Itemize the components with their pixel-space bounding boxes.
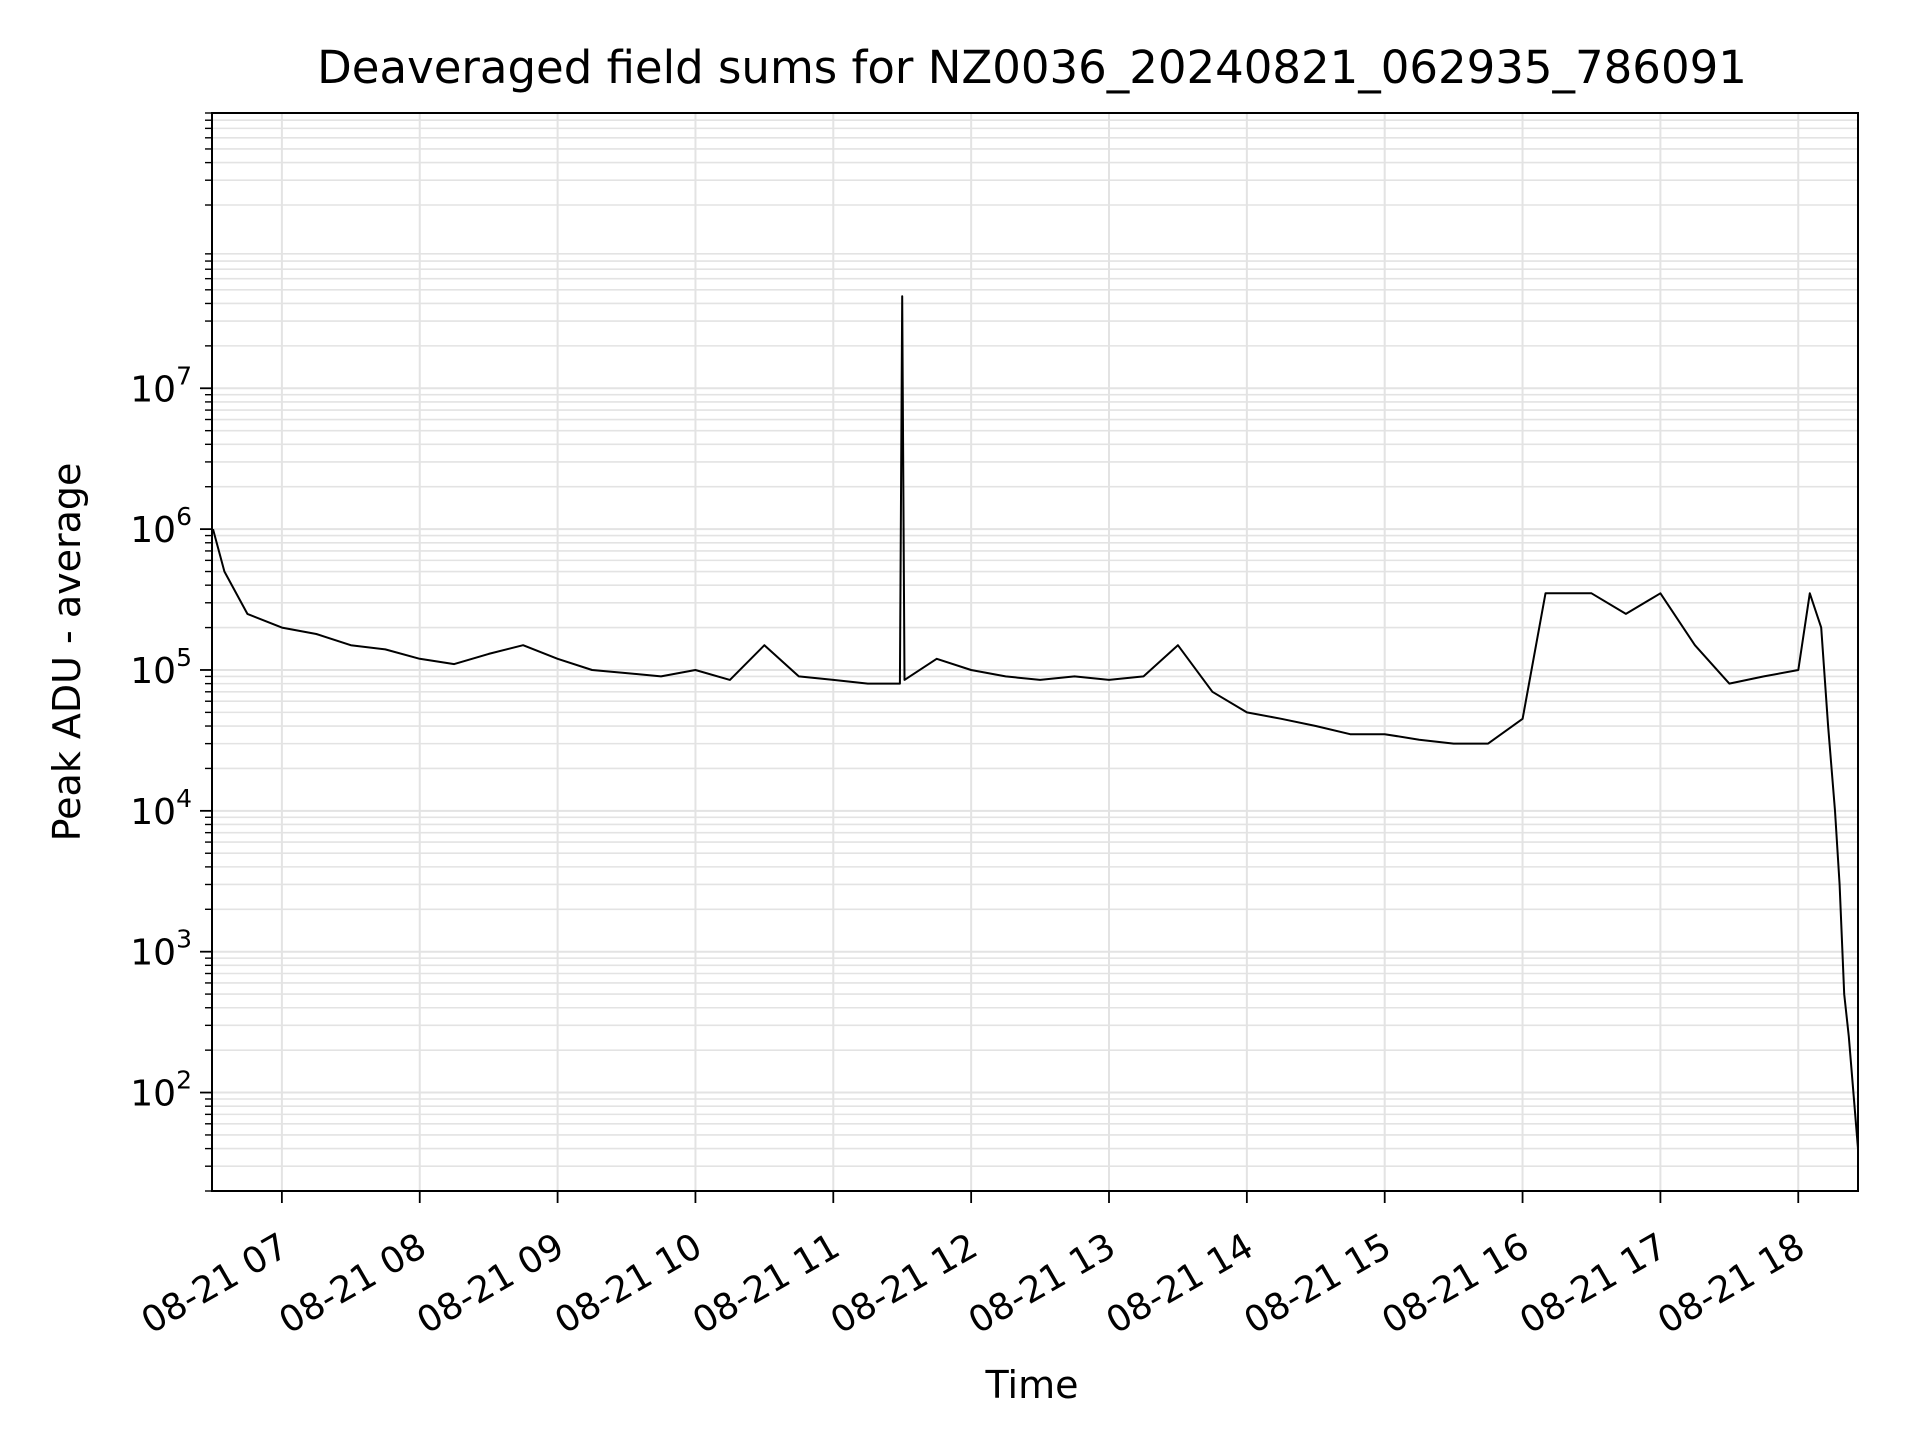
y-tick-label: 106 [130, 502, 192, 551]
series-line-0 [212, 295, 1859, 1149]
y-tick-label-exponent: 6 [176, 502, 192, 531]
y-tick-label: 107 [130, 361, 192, 410]
y-tick-label-base: 10 [130, 792, 176, 833]
y-tick-label: 104 [130, 784, 192, 833]
y-tick-label-exponent: 2 [176, 1066, 192, 1095]
grid [212, 112, 1858, 1192]
y-tick-label-base: 10 [130, 510, 176, 551]
y-tick-label-exponent: 5 [176, 643, 192, 672]
plot-frame [211, 112, 1859, 1192]
y-tick-label-base: 10 [130, 933, 176, 974]
y-tick-label-base: 10 [130, 1074, 176, 1115]
y-tick-label-base: 10 [130, 651, 176, 692]
data-series [212, 295, 1859, 1149]
y-tick-label: 102 [130, 1066, 192, 1115]
y-tick-label-exponent: 3 [176, 925, 192, 954]
y-tick-label-base: 10 [130, 369, 176, 410]
y-tick-label-exponent: 7 [176, 361, 192, 390]
x-axis-label: Time [985, 1363, 1079, 1407]
y-tick-label-exponent: 4 [176, 784, 192, 813]
y-axis-label: Peak ADU - average [45, 463, 89, 842]
chart-title: Deaveraged field sums for NZ0036_2024082… [317, 41, 1747, 94]
y-tick-label: 105 [130, 643, 192, 692]
y-tick-label: 103 [130, 925, 192, 974]
